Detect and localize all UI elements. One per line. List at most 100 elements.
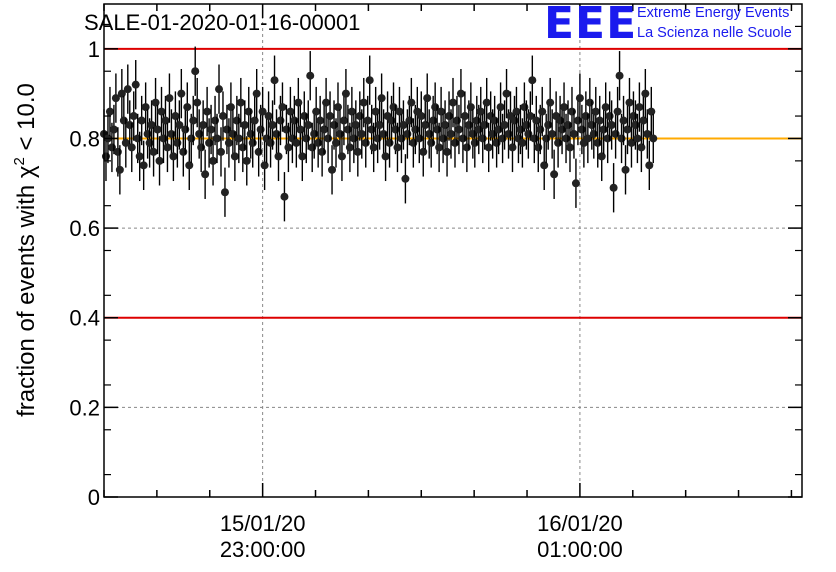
data-point <box>526 112 535 121</box>
data-point <box>183 103 192 112</box>
data-point <box>207 125 216 134</box>
data-point <box>215 85 224 94</box>
data-point <box>456 89 465 98</box>
data-point <box>232 116 241 125</box>
data-point <box>286 107 295 116</box>
data-point <box>607 121 616 130</box>
data-point <box>462 143 471 152</box>
data-point <box>554 138 563 147</box>
data-point <box>546 98 555 107</box>
data-point <box>123 85 132 94</box>
data-point <box>111 94 120 103</box>
data-point <box>391 125 400 134</box>
data-point <box>173 138 182 147</box>
data-point <box>127 143 136 152</box>
data-point <box>109 125 118 134</box>
data-point <box>449 98 457 107</box>
data-point <box>583 134 592 143</box>
data-point <box>169 152 178 161</box>
data-point <box>328 165 337 174</box>
data-point <box>345 143 354 152</box>
data-point <box>244 107 253 116</box>
data-point <box>605 112 614 121</box>
data-point <box>437 107 446 116</box>
data-point <box>268 121 277 130</box>
data-point <box>536 125 545 134</box>
x-tick-time-label: 23:00:00 <box>220 537 306 562</box>
data-point <box>585 98 594 107</box>
logo-tagline-2: La Scienza nelle Scuole <box>637 25 792 41</box>
data-point <box>439 134 448 143</box>
data-point <box>470 138 479 147</box>
data-point <box>377 94 386 103</box>
data-point <box>159 134 168 143</box>
data-point <box>195 129 204 138</box>
data-point <box>581 112 590 121</box>
data-point <box>508 143 517 152</box>
data-point <box>560 103 569 112</box>
data-point <box>403 129 412 138</box>
data-point <box>318 147 327 156</box>
data-point <box>500 121 509 130</box>
data-point <box>371 107 380 116</box>
data-point <box>458 134 467 143</box>
data-point <box>627 138 636 147</box>
data-point <box>411 125 420 134</box>
data-point <box>510 116 519 125</box>
data-point <box>643 129 652 138</box>
data-point <box>349 134 358 143</box>
data-point <box>199 121 208 130</box>
data-point <box>218 112 227 121</box>
data-point <box>274 152 283 161</box>
data-point <box>571 179 580 188</box>
data-point <box>115 165 124 174</box>
data-point <box>587 121 596 130</box>
data-point <box>155 156 164 165</box>
data-point <box>125 121 134 130</box>
data-point <box>339 116 348 125</box>
data-point <box>171 112 180 121</box>
data-point <box>452 116 461 125</box>
data-point <box>502 89 511 98</box>
data-point <box>201 170 210 179</box>
data-point <box>419 147 428 156</box>
data-point <box>567 107 576 116</box>
data-point <box>246 129 255 138</box>
data-point <box>550 170 559 179</box>
data-point <box>407 98 416 107</box>
data-point <box>353 147 362 156</box>
data-point <box>631 121 640 130</box>
y-tick-label: 0.2 <box>69 395 100 420</box>
data-point <box>564 121 573 130</box>
data-point <box>589 129 598 138</box>
data-point <box>512 107 521 116</box>
data-point <box>248 138 257 147</box>
y-tick-label: 0 <box>88 485 100 510</box>
data-point <box>478 134 487 143</box>
y-tick-label: 1 <box>88 37 100 62</box>
data-point <box>105 107 114 116</box>
data-point <box>157 107 166 116</box>
data-point <box>381 152 390 161</box>
data-point <box>187 134 196 143</box>
data-point <box>575 94 584 103</box>
eee-logo: EEE <box>544 0 638 49</box>
data-point <box>264 112 273 121</box>
data-point <box>484 143 493 152</box>
data-point <box>324 134 333 143</box>
data-point <box>185 161 194 170</box>
data-point <box>260 161 269 170</box>
data-point <box>445 112 454 121</box>
data-point <box>306 71 315 80</box>
data-point <box>236 98 245 107</box>
data-point <box>556 116 565 125</box>
data-point <box>335 129 344 138</box>
data-point <box>635 103 644 112</box>
data-point <box>191 67 200 76</box>
data-point <box>189 116 198 125</box>
data-point <box>197 143 206 152</box>
data-point <box>417 112 426 121</box>
data-point <box>518 138 527 147</box>
data-point <box>347 107 356 116</box>
data-points <box>100 46 658 222</box>
